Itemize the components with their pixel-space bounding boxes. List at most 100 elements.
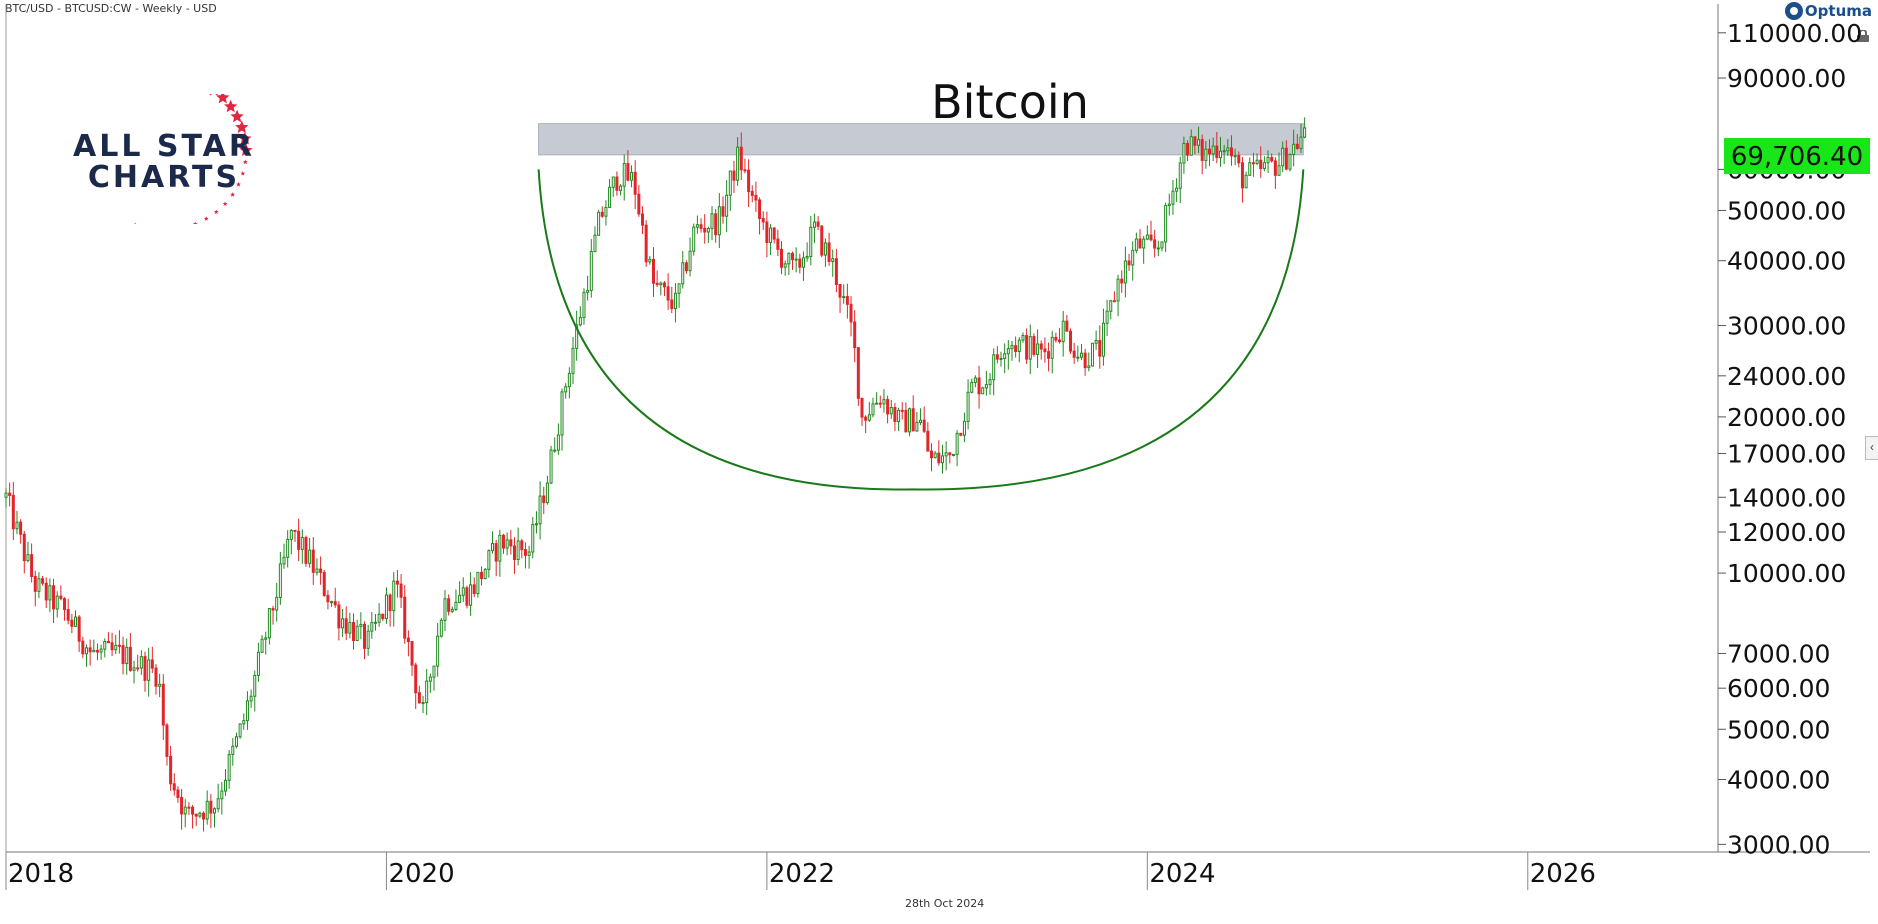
candle-body (589, 251, 593, 291)
lock-icon[interactable] (1856, 30, 1870, 42)
candle-body (684, 262, 688, 272)
y-tick-label: 50000.00 (1727, 196, 1846, 225)
candle-body (732, 170, 736, 181)
candle-body (706, 228, 710, 233)
resistance-band (538, 123, 1304, 156)
candle-body (509, 539, 513, 547)
candle-body (512, 545, 516, 561)
candle-body (999, 357, 1003, 360)
candle-body (597, 211, 601, 236)
candle-body (191, 806, 195, 815)
candle-body (443, 598, 447, 621)
candle-body (1123, 260, 1127, 284)
candle-body (355, 625, 359, 641)
candle-body (1047, 351, 1051, 359)
candle-body (352, 621, 356, 641)
candle-body (721, 206, 725, 217)
candle-body (1112, 300, 1116, 303)
candle-body (1006, 348, 1010, 355)
candle-body (944, 452, 948, 457)
candle-body (897, 409, 901, 423)
candle-body (860, 397, 864, 418)
candle-body (787, 252, 791, 265)
candle-body (827, 242, 831, 262)
candle-body (432, 665, 436, 678)
candle-body (220, 790, 224, 800)
candle-body (560, 391, 564, 436)
y-tick-label: 12000.00 (1727, 518, 1846, 547)
candle-body (622, 163, 626, 187)
candle-body (955, 432, 959, 455)
candle-body (293, 529, 297, 532)
candle-body (81, 640, 85, 655)
candle-body (44, 582, 48, 601)
candle-body (436, 635, 440, 667)
candle-body (395, 580, 399, 585)
candle-body (973, 377, 977, 383)
candle-body (670, 299, 674, 310)
candle-body (194, 813, 198, 817)
candle-body (677, 283, 681, 294)
star-icon (240, 171, 246, 176)
candle-body (172, 783, 176, 791)
candle-body (1237, 155, 1241, 164)
candle-body (381, 613, 385, 620)
candle-body (919, 419, 923, 423)
candle-body (414, 664, 418, 694)
chevron-left-icon[interactable]: ‹ (1865, 436, 1878, 460)
star-icon (235, 120, 249, 134)
candle-body (1087, 365, 1091, 369)
candle-body (582, 291, 586, 319)
candle-body (213, 808, 217, 814)
candle-body (593, 234, 597, 253)
candle-body (95, 649, 99, 653)
candle-body (571, 347, 575, 374)
candle-body (1266, 156, 1270, 164)
star-icon (236, 181, 241, 187)
candle-body (871, 403, 875, 416)
candle-body (1270, 156, 1274, 162)
optuma-logo-icon (1784, 2, 1803, 20)
candle-body (388, 594, 392, 612)
candle-body (498, 534, 502, 562)
candle-body (88, 647, 92, 653)
candle-body (633, 171, 637, 195)
chart-title: Bitcoin (931, 75, 1089, 129)
star-icon (242, 159, 248, 165)
candle-body (480, 571, 484, 580)
candle-body (922, 419, 926, 432)
y-tick-label: 3000.00 (1727, 830, 1830, 859)
candle-body (264, 637, 268, 640)
y-tick-label: 14000.00 (1727, 483, 1846, 512)
candle-body (776, 238, 780, 250)
candle-body (52, 585, 56, 610)
x-tick-label: 2026 (1530, 859, 1596, 889)
candle-body (875, 402, 879, 405)
candle-body (1153, 239, 1157, 249)
candle-body (1025, 335, 1029, 360)
all-star-charts-logo: ALL STAR CHARTS (73, 94, 253, 224)
candle-body (1134, 238, 1138, 251)
candle-body (743, 169, 747, 172)
symbol-info: BTC/USD - BTCUSD:CW - Weekly - USD (5, 2, 217, 15)
star-icon (222, 201, 228, 206)
candle-body (289, 529, 293, 540)
candle-body (70, 619, 74, 627)
star-icon (224, 99, 238, 113)
candle-body (831, 258, 835, 262)
candle-body (1072, 350, 1076, 358)
candle-body (84, 647, 88, 655)
candle-body (362, 623, 367, 649)
candle-body (765, 221, 769, 243)
candle-body (136, 667, 140, 670)
candle-body (406, 637, 410, 643)
candle-body (531, 524, 535, 553)
candle-body (242, 720, 246, 725)
candle-body (575, 324, 579, 349)
candle-body (794, 258, 798, 261)
candle-body (699, 224, 703, 229)
candle-body (465, 587, 469, 606)
candle-body (1255, 159, 1259, 164)
candle-body (893, 407, 897, 423)
